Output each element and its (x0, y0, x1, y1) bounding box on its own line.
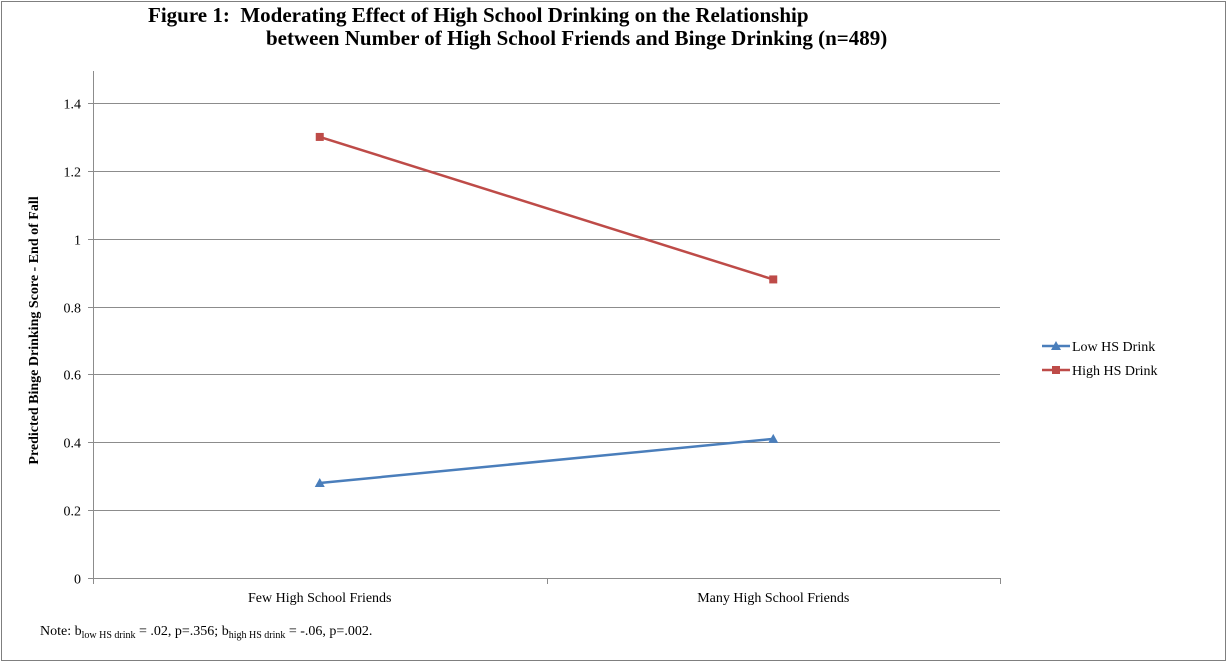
legend: Low HS Drink High HS Drink (1042, 340, 1158, 379)
gridlines (93, 103, 1000, 511)
y-tick-label: 0.4 (64, 437, 82, 452)
x-tick-labels: Few High School Friends Many High School … (248, 591, 849, 606)
legend-label: High HS Drink (1072, 364, 1158, 379)
chart-note: Note: blow HS drink = .02, p=.356; bhigh… (40, 624, 372, 641)
y-tick-label: 1.2 (64, 166, 82, 181)
y-tick-labels: 0 0.2 0.4 0.6 0.8 1 1.2 1.4 (64, 98, 82, 588)
data-point (768, 433, 779, 443)
chart-title-line-2: between Number of High School Friends an… (266, 26, 888, 50)
chart-title-line-1: Figure 1: Moderating Effect of High Scho… (148, 3, 809, 27)
y-tick-label: 0.2 (64, 505, 82, 520)
chart-title: Figure 1: Moderating Effect of High Scho… (148, 4, 1148, 50)
note-subscript-high: high HS drink (228, 630, 286, 641)
series-line (319, 437, 774, 485)
note-suffix: = -.06, p=.002. (285, 624, 373, 639)
note-middle: = .02, p=.356; b (135, 624, 229, 639)
data-point (769, 275, 778, 284)
x-tick-label: Few High School Friends (248, 591, 392, 606)
note-prefix: Note: b (40, 624, 82, 639)
y-tick-label: 1 (74, 234, 81, 249)
data-point (314, 478, 325, 487)
line-chart: 0 0.2 0.4 0.6 0.8 1 1.2 1.4 Few High School Fri… (27, 71, 1158, 606)
legend-marker (1051, 341, 1061, 350)
y-tick-label: 0.6 (64, 369, 82, 384)
x-tick-label: Many High School Friends (697, 591, 849, 606)
y-tick-label: 1.4 (64, 98, 82, 113)
y-tick-label: 0 (74, 573, 81, 588)
series-line (319, 135, 774, 281)
legend-marker (1052, 366, 1060, 374)
y-axis-label: Predicted Binge Drinking Score - End of … (27, 196, 42, 464)
note-subscript-low: low HS drink (81, 630, 136, 641)
legend-label: Low HS Drink (1072, 340, 1155, 355)
y-tick-label: 0.8 (64, 302, 82, 317)
series-lines (314, 132, 779, 487)
axes (88, 71, 1001, 584)
data-point (315, 132, 324, 141)
